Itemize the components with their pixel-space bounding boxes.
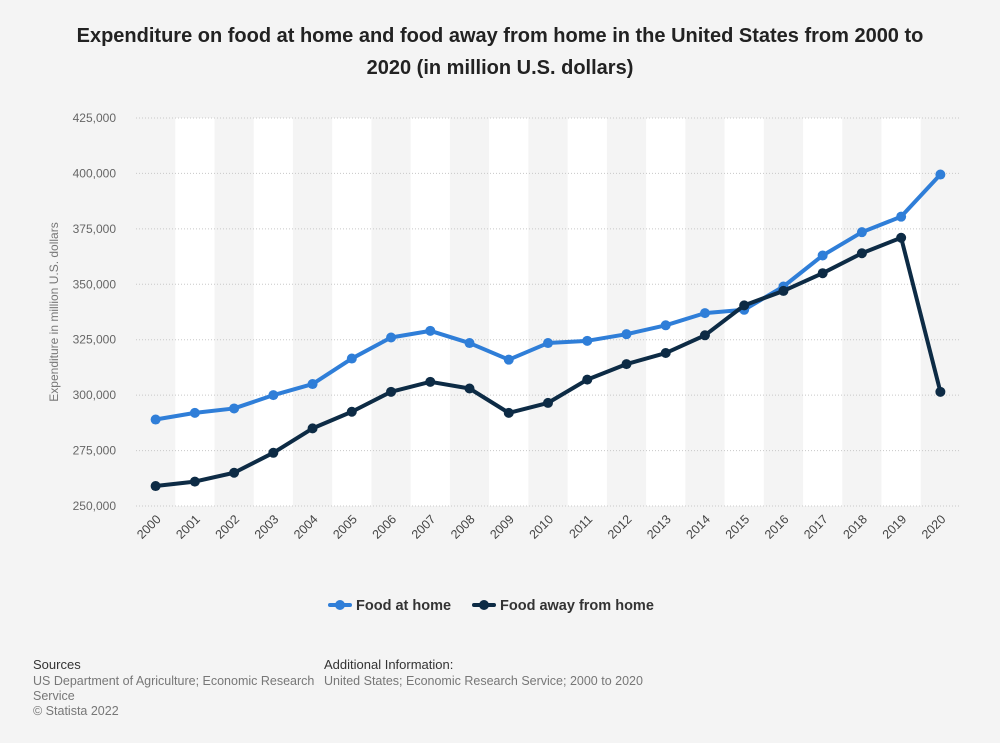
data-point (464, 338, 475, 349)
data-point (307, 379, 318, 390)
y-tick-label: 250,000 (73, 499, 117, 513)
x-tick-label: 2002 (213, 512, 243, 542)
column-band (567, 118, 607, 506)
y-tick-label: 300,000 (73, 388, 117, 402)
x-tick-label: 2017 (801, 512, 831, 542)
x-tick-label: 2014 (684, 512, 714, 542)
y-tick-label: 350,000 (73, 277, 117, 291)
x-tick-label: 2012 (605, 512, 635, 542)
data-point (229, 467, 240, 478)
sources-line-1: US Department of Agriculture; Economic R… (33, 674, 315, 688)
legend-label: Food away from home (500, 598, 654, 614)
data-point (150, 481, 161, 492)
legend-marker-dot (479, 600, 489, 610)
data-point (935, 169, 946, 180)
x-tick-label: 2018 (840, 512, 870, 542)
x-tick-label: 2006 (370, 512, 400, 542)
column-band (332, 118, 372, 506)
additional-info-block: Additional Information: United States; E… (324, 657, 724, 689)
y-tick-label: 275,000 (73, 444, 117, 458)
y-tick-label: 400,000 (73, 166, 117, 180)
data-point (582, 335, 593, 346)
data-point (386, 332, 397, 343)
x-tick-label: 2010 (527, 512, 557, 542)
y-tick-label: 425,000 (73, 111, 117, 125)
additional-info-text: United States; Economic Research Service… (324, 674, 643, 688)
data-point (150, 414, 161, 425)
y-tick-label: 375,000 (73, 222, 117, 236)
sources-line-2: Service (33, 689, 75, 703)
x-tick-label: 2016 (762, 512, 792, 542)
x-tick-label: 2020 (919, 512, 949, 542)
legend-label: Food at home (356, 598, 451, 614)
data-point (621, 359, 632, 370)
data-point (582, 374, 593, 385)
column-band (881, 118, 921, 506)
additional-info-title: Additional Information: (324, 657, 454, 672)
data-point (778, 285, 789, 296)
y-axis-label: Expenditure in million U.S. dollars (47, 222, 61, 401)
data-point (896, 232, 907, 243)
data-point (464, 383, 475, 394)
data-point (621, 329, 632, 340)
data-point (660, 320, 671, 331)
data-point (935, 386, 946, 397)
data-point (268, 390, 279, 401)
data-point (660, 348, 671, 359)
x-tick-label: 2015 (723, 512, 753, 542)
column-band (410, 118, 450, 506)
data-point (856, 227, 867, 238)
data-point (503, 407, 514, 418)
x-tick-label: 2019 (880, 512, 910, 542)
data-point (346, 406, 357, 417)
x-tick-label: 2013 (644, 512, 674, 542)
x-tick-label: 2007 (409, 512, 439, 542)
data-point (189, 407, 200, 418)
sources-title: Sources (33, 657, 81, 672)
x-tick-label: 2001 (173, 512, 203, 542)
data-point (307, 423, 318, 434)
column-band (646, 118, 686, 506)
x-tick-label: 2003 (252, 512, 282, 542)
data-point (229, 403, 240, 414)
sources-block: Sources US Department of Agriculture; Ec… (33, 657, 323, 719)
x-tick-label: 2011 (566, 512, 595, 541)
chart-title: Expenditure on food at home and food awa… (76, 25, 924, 79)
data-point (189, 476, 200, 487)
column-band (803, 118, 843, 506)
column-band (253, 118, 293, 506)
data-point (896, 211, 907, 222)
data-point (386, 386, 397, 397)
x-tick-label: 2008 (448, 512, 478, 542)
data-point (699, 308, 710, 319)
y-tick-label: 325,000 (73, 333, 117, 347)
x-tick-label: 2004 (291, 512, 321, 542)
x-tick-label: 2000 (134, 512, 164, 542)
data-point (739, 300, 750, 311)
data-point (346, 353, 357, 364)
data-point (268, 447, 279, 458)
data-point (543, 397, 553, 408)
data-point (699, 330, 710, 341)
column-band (175, 118, 215, 506)
data-point (503, 354, 514, 365)
data-point (817, 268, 828, 279)
data-point (856, 248, 867, 259)
column-band (489, 118, 529, 506)
data-point (425, 376, 436, 387)
data-point (817, 250, 828, 261)
data-point (425, 325, 436, 336)
x-tick-label: 2005 (330, 512, 360, 542)
legend-marker-dot (335, 600, 345, 610)
data-point (543, 338, 553, 349)
x-tick-label: 2009 (487, 512, 517, 542)
copyright: © Statista 2022 (33, 704, 119, 718)
